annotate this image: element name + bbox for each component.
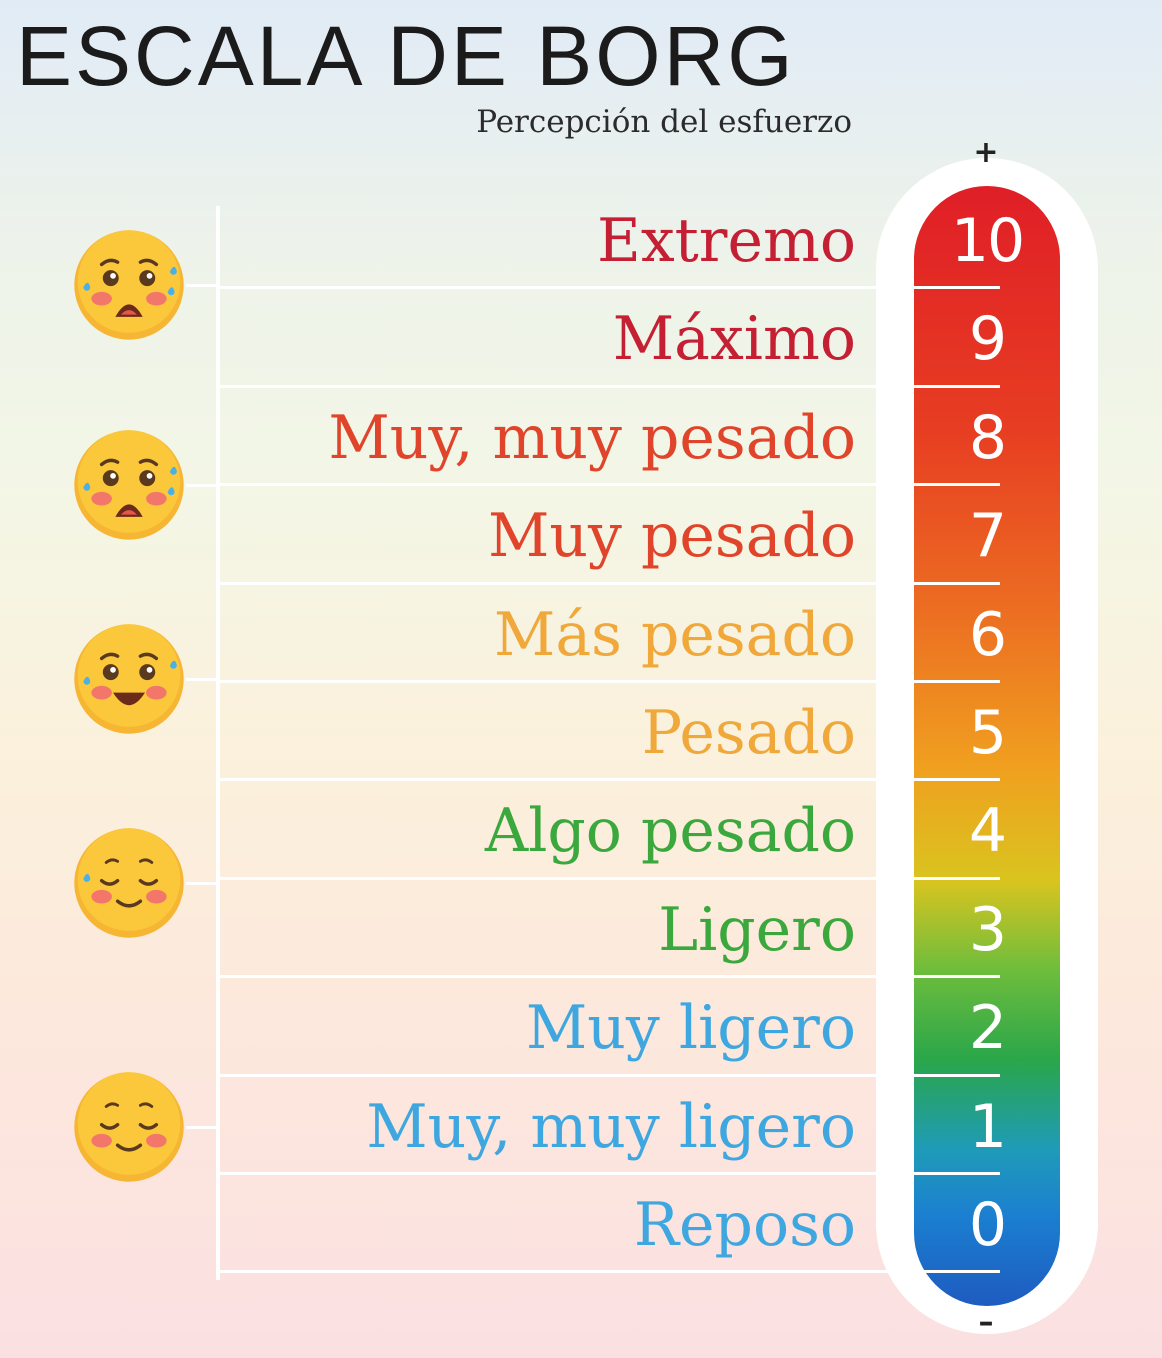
effort-gradient-bar [914, 186, 1060, 1306]
level-label: Muy, muy ligero [366, 1091, 856, 1162]
scared-sweat-face-icon [74, 430, 184, 540]
level-number: 7 [968, 501, 1007, 572]
level-number: 0 [968, 1190, 1007, 1260]
level-number: 3 [968, 894, 1007, 965]
level-number: 8 [968, 402, 1007, 473]
face-connector [186, 1126, 218, 1129]
row-divider [218, 680, 998, 683]
level-number: 4 [968, 796, 1007, 867]
level-number: 1 [968, 1091, 1007, 1162]
level-label: Máximo [612, 304, 856, 375]
row-divider [218, 778, 998, 782]
grin-sweat-face-icon [74, 624, 184, 734]
level-label: Extremo [597, 206, 856, 276]
bar-tick [936, 975, 1000, 979]
scared-sweat-face-icon [74, 230, 184, 340]
bar-tick [936, 1172, 1000, 1175]
bar-tick [936, 286, 1000, 290]
content-face-icon [74, 1072, 184, 1182]
row-divider [218, 1270, 998, 1274]
level-label: Pesado [641, 698, 856, 768]
level-label: Ligero [658, 894, 856, 965]
bar-tick [936, 384, 1000, 388]
row-divider [218, 286, 998, 290]
bar-tick [936, 680, 1000, 683]
bar-tick [936, 1270, 1000, 1274]
bar-tick [936, 876, 1000, 880]
level-label: Algo pesado [484, 796, 856, 867]
level-label: Muy, muy pesado [328, 402, 856, 473]
row-divider [218, 1172, 998, 1175]
page-subtitle: Percepción del esfuerzo [476, 104, 852, 140]
face-connector [186, 484, 218, 487]
row-divider [218, 483, 998, 487]
row-divider [218, 975, 998, 979]
bar-tick [936, 483, 1000, 487]
level-label: Más pesado [493, 599, 856, 670]
face-connector [186, 882, 218, 885]
minus-sign: – [978, 1305, 994, 1340]
level-number: 2 [968, 993, 1007, 1064]
scale-vertical-line [216, 206, 220, 1280]
level-number: 9 [968, 304, 1007, 375]
level-label: Muy pesado [487, 501, 856, 572]
plus-sign: + [973, 135, 999, 170]
page-title: ESCALA DE BORG [16, 9, 796, 103]
face-connector [186, 284, 218, 287]
row-divider [218, 876, 998, 880]
level-label: Muy ligero [525, 993, 856, 1064]
face-connector [186, 678, 218, 681]
relieved-sweat-face-icon [74, 828, 184, 938]
bar-tick [936, 778, 1000, 782]
level-number: 6 [968, 599, 1007, 670]
bar-tick [936, 581, 1000, 585]
level-label: Reposo [633, 1190, 856, 1260]
row-divider [218, 581, 998, 585]
row-divider [218, 1073, 998, 1077]
level-number: 10 [950, 206, 1025, 276]
row-divider [218, 384, 998, 388]
bar-tick [936, 1073, 1000, 1077]
level-number: 5 [968, 698, 1007, 768]
